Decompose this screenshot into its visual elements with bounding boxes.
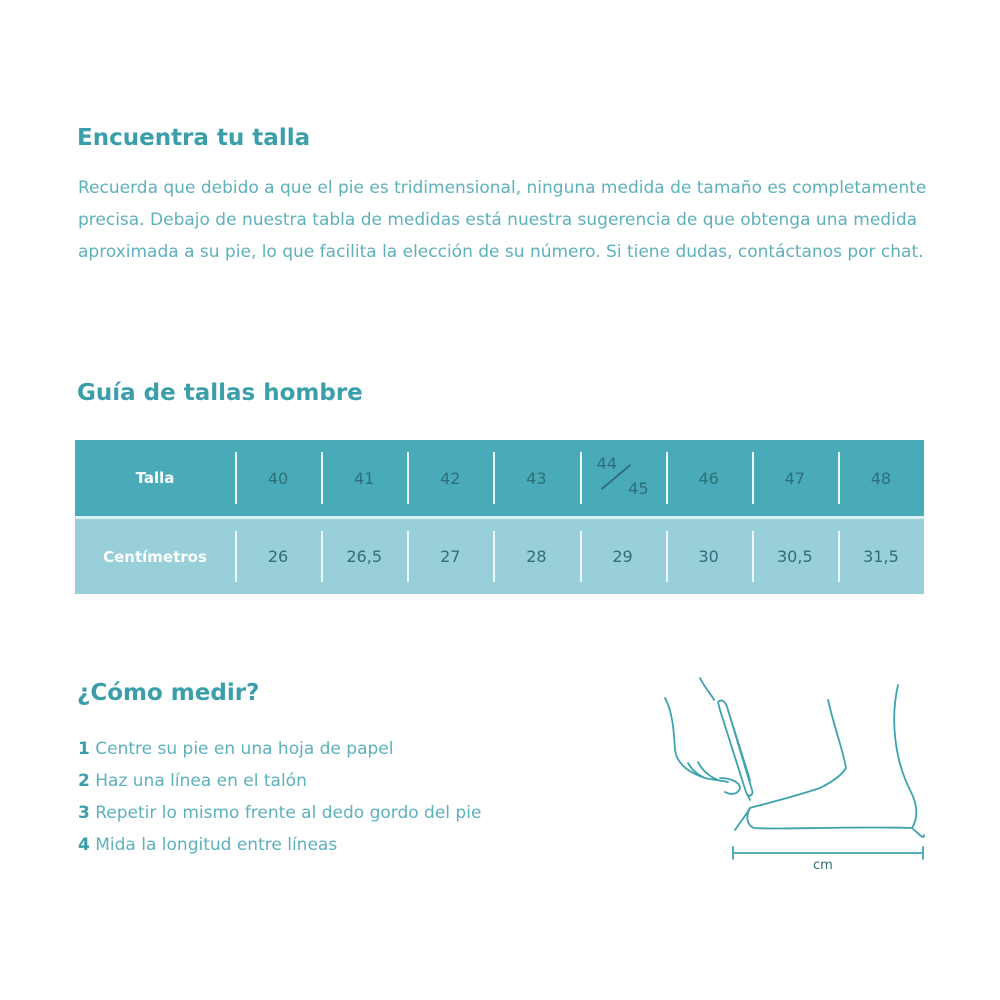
foot-icon [734, 684, 925, 838]
step-item: 2 Haz una línea en el talón [78, 771, 307, 791]
step-item: 3 Repetir lo mismo frente al dedo gordo … [78, 803, 482, 823]
how-to-measure-title: ¿Cómo medir? [77, 680, 260, 706]
size-cell: 48 [837, 440, 924, 518]
cm-row: Centímetros 26 26,5 27 28 29 30 30,5 31,… [75, 516, 924, 594]
fraction-bottom: 45 [628, 479, 649, 498]
ruler-line [732, 846, 924, 860]
steps-list: 1 Centre su pie en una hoja de papel 2 H… [78, 733, 481, 861]
foot-measure-illustration [664, 677, 925, 860]
row-label-cm: Centímetros [75, 516, 235, 594]
size-cell: 41 [321, 440, 408, 518]
size-cell: 42 [407, 440, 494, 518]
intro-title: Encuentra tu talla [77, 125, 311, 151]
size-row: Talla 40 41 42 43 44 45 46 47 48 [75, 440, 924, 518]
cm-cell: 30,5 [751, 516, 838, 594]
hand-icon [664, 677, 741, 795]
step-item: 1 Centre su pie en una hoja de papel [78, 739, 394, 759]
cm-label: cm [813, 858, 833, 873]
cm-cell: 28 [493, 516, 580, 594]
row-label-size: Talla [75, 440, 235, 518]
fraction-top: 44 [596, 454, 617, 473]
cm-cell: 29 [579, 516, 666, 594]
cm-cell: 30 [665, 516, 752, 594]
cm-cell: 26,5 [321, 516, 408, 594]
size-cell: 40 [235, 440, 322, 518]
size-cell: 43 [493, 440, 580, 518]
cm-cell: 27 [407, 516, 494, 594]
intro-text: Recuerda que debido a que el pie es trid… [78, 178, 927, 262]
pencil-icon [717, 699, 754, 801]
step-item: 4 Mida la longitud entre líneas [78, 835, 338, 855]
size-guide-title: Guía de tallas hombre [77, 380, 363, 406]
size-cell: 47 [751, 440, 838, 518]
size-table: Talla 40 41 42 43 44 45 46 47 48 Centímet… [75, 440, 924, 594]
cm-cell: 31,5 [837, 516, 924, 594]
size-cell-fraction: 44 45 [579, 440, 666, 518]
cm-cell: 26 [235, 516, 322, 594]
size-cell: 46 [665, 440, 752, 518]
